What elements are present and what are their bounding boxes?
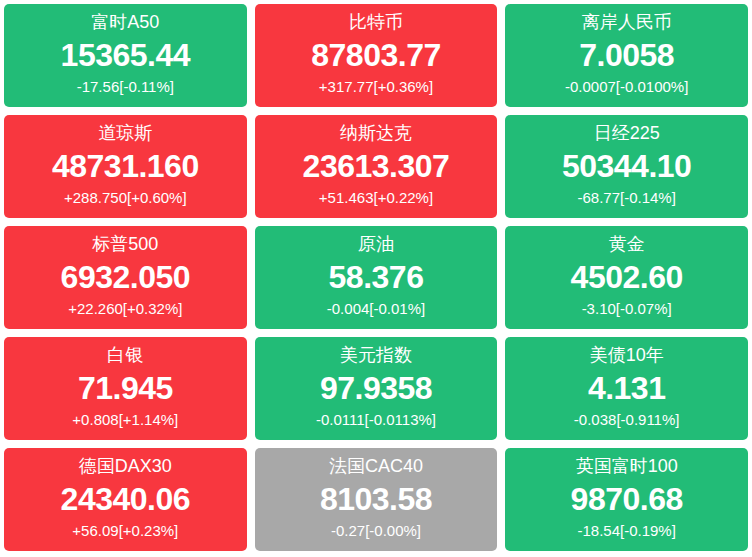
instrument-change: -0.038[-0.911%]	[574, 411, 680, 428]
instrument-name: 美债10年	[590, 345, 664, 365]
market-tile[interactable]: 日经225 50344.10 -68.77[-0.14%]	[505, 115, 748, 218]
market-tile[interactable]: 纳斯达克 23613.307 +51.463[+0.22%]	[255, 115, 498, 218]
instrument-change: +56.09[+0.23%]	[72, 522, 178, 539]
instrument-change: -0.0007[-0.0100%]	[565, 78, 688, 95]
instrument-name: 纳斯达克	[340, 123, 412, 143]
instrument-name: 德国DAX30	[79, 456, 172, 476]
instrument-price: 71.945	[78, 371, 173, 405]
market-tile[interactable]: 比特币 87803.77 +317.77[+0.36%]	[255, 4, 498, 107]
instrument-price: 50344.10	[562, 149, 691, 183]
instrument-price: 24340.06	[61, 482, 190, 516]
instrument-change: -18.54[-0.19%]	[577, 522, 675, 539]
instrument-change: +22.260[+0.32%]	[68, 300, 182, 317]
market-tile[interactable]: 英国富时100 9870.68 -18.54[-0.19%]	[505, 448, 748, 551]
instrument-change: +51.463[+0.22%]	[319, 189, 433, 206]
instrument-name: 比特币	[349, 12, 403, 32]
instrument-name: 黄金	[609, 234, 645, 254]
instrument-change: -3.10[-0.07%]	[582, 300, 672, 317]
instrument-name: 英国富时100	[576, 456, 678, 476]
market-tile[interactable]: 白银 71.945 +0.808[+1.14%]	[4, 337, 247, 440]
instrument-price: 8103.58	[320, 482, 432, 516]
instrument-name: 原油	[358, 234, 394, 254]
instrument-name: 日经225	[594, 123, 660, 143]
instrument-name: 美元指数	[340, 345, 412, 365]
market-tile[interactable]: 法国CAC40 8103.58 -0.27[-0.00%]	[255, 448, 498, 551]
instrument-name: 富时A50	[91, 12, 159, 32]
market-tile[interactable]: 标普500 6932.050 +22.260[+0.32%]	[4, 226, 247, 329]
market-tile[interactable]: 离岸人民币 7.0058 -0.0007[-0.0100%]	[505, 4, 748, 107]
instrument-change: -0.004[-0.01%]	[327, 300, 425, 317]
instrument-price: 4502.60	[571, 260, 683, 294]
market-tile[interactable]: 美债10年 4.131 -0.038[-0.911%]	[505, 337, 748, 440]
instrument-price: 23613.307	[303, 149, 450, 183]
market-tile[interactable]: 黄金 4502.60 -3.10[-0.07%]	[505, 226, 748, 329]
instrument-change: -0.27[-0.00%]	[331, 522, 421, 539]
instrument-change: -17.56[-0.11%]	[77, 78, 174, 95]
market-tile[interactable]: 德国DAX30 24340.06 +56.09[+0.23%]	[4, 448, 247, 551]
instrument-price: 4.131	[588, 371, 666, 405]
instrument-price: 87803.77	[311, 38, 440, 72]
market-tile[interactable]: 原油 58.376 -0.004[-0.01%]	[255, 226, 498, 329]
instrument-name: 离岸人民币	[582, 12, 672, 32]
instrument-change: +288.750[+0.60%]	[64, 189, 187, 206]
instrument-price: 58.376	[329, 260, 424, 294]
instrument-name: 白银	[107, 345, 143, 365]
market-tile[interactable]: 美元指数 97.9358 -0.0111[-0.0113%]	[255, 337, 498, 440]
instrument-change: -68.77[-0.14%]	[577, 189, 675, 206]
instrument-name: 标普500	[92, 234, 158, 254]
market-tile[interactable]: 道琼斯 48731.160 +288.750[+0.60%]	[4, 115, 247, 218]
instrument-price: 15365.44	[61, 38, 190, 72]
instrument-price: 97.9358	[320, 371, 432, 405]
market-tile[interactable]: 富时A50 15365.44 -17.56[-0.11%]	[4, 4, 247, 107]
instrument-price: 9870.68	[571, 482, 683, 516]
instrument-change: +317.77[+0.36%]	[319, 78, 433, 95]
instrument-change: -0.0111[-0.0113%]	[316, 411, 436, 428]
instrument-change: +0.808[+1.14%]	[72, 411, 178, 428]
instrument-price: 7.0058	[579, 38, 674, 72]
instrument-name: 道琼斯	[98, 123, 152, 143]
instrument-price: 48731.160	[52, 149, 199, 183]
market-tile-grid: 富时A50 15365.44 -17.56[-0.11%] 比特币 87803.…	[0, 0, 752, 557]
instrument-name: 法国CAC40	[329, 456, 423, 476]
instrument-price: 6932.050	[61, 260, 190, 294]
